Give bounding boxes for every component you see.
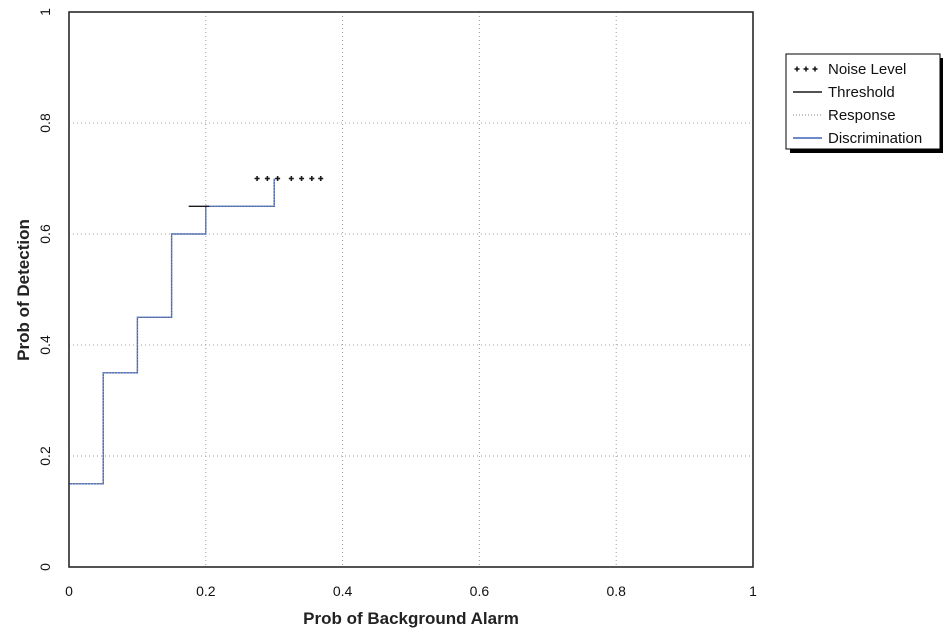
noise-level-marker bbox=[299, 176, 305, 181]
x-tick-label: 0.6 bbox=[470, 583, 490, 599]
legend: Noise Level Threshold Response Discriminati… bbox=[785, 53, 943, 153]
y-tick-label: 1 bbox=[37, 8, 53, 16]
legend-items: Noise Level Threshold Response Discriminati… bbox=[793, 61, 922, 147]
legend-marker bbox=[803, 66, 809, 72]
legend-box bbox=[785, 53, 941, 150]
legend-item-discrimination: Discrimination bbox=[793, 130, 922, 147]
tick-layer: 0 0.2 0.4 0.6 0.8 1 0 0.2 0.4 0.6 0.8 1 bbox=[37, 8, 757, 599]
legend-marker bbox=[812, 66, 818, 72]
frame-layer bbox=[68, 11, 754, 568]
legend-label: Discrimination bbox=[828, 130, 922, 147]
series-layer bbox=[69, 176, 324, 485]
y-tick-label: 0.8 bbox=[37, 113, 53, 133]
response-line bbox=[69, 178, 275, 485]
legend-label: Response bbox=[828, 107, 896, 124]
x-tick-label: 1 bbox=[749, 583, 757, 599]
noise-level-marker bbox=[309, 176, 315, 181]
y-tick-label: 0.4 bbox=[37, 335, 53, 355]
noise-level-marker bbox=[254, 176, 260, 181]
legend-marker bbox=[794, 66, 800, 72]
grid-layer bbox=[69, 12, 753, 567]
legend-item-threshold: Threshold bbox=[793, 84, 895, 101]
noise-level-marker bbox=[288, 176, 294, 181]
legend-item-noise-level: Noise Level bbox=[794, 61, 906, 78]
y-axis-title: Prob of Detection bbox=[14, 219, 33, 361]
x-tick-label: 0.2 bbox=[196, 583, 216, 599]
y-tick-label: 0 bbox=[37, 563, 53, 571]
x-tick-label: 0.8 bbox=[606, 583, 626, 599]
x-tick-label: 0.4 bbox=[333, 583, 353, 599]
noise-level-marker bbox=[275, 176, 281, 181]
plot-frame bbox=[68, 11, 754, 568]
legend-label: Threshold bbox=[828, 84, 895, 101]
noise-level-marker bbox=[264, 176, 270, 181]
y-tick-label: 0.6 bbox=[37, 224, 53, 244]
x-axis-title: Prob of Background Alarm bbox=[303, 609, 519, 628]
discrimination-line bbox=[69, 178, 275, 485]
noise-level-marker bbox=[318, 176, 324, 181]
legend-label: Noise Level bbox=[828, 61, 906, 78]
legend-item-response: Response bbox=[793, 107, 896, 124]
y-tick-label: 0.2 bbox=[37, 446, 53, 466]
x-tick-label: 0 bbox=[65, 583, 73, 599]
